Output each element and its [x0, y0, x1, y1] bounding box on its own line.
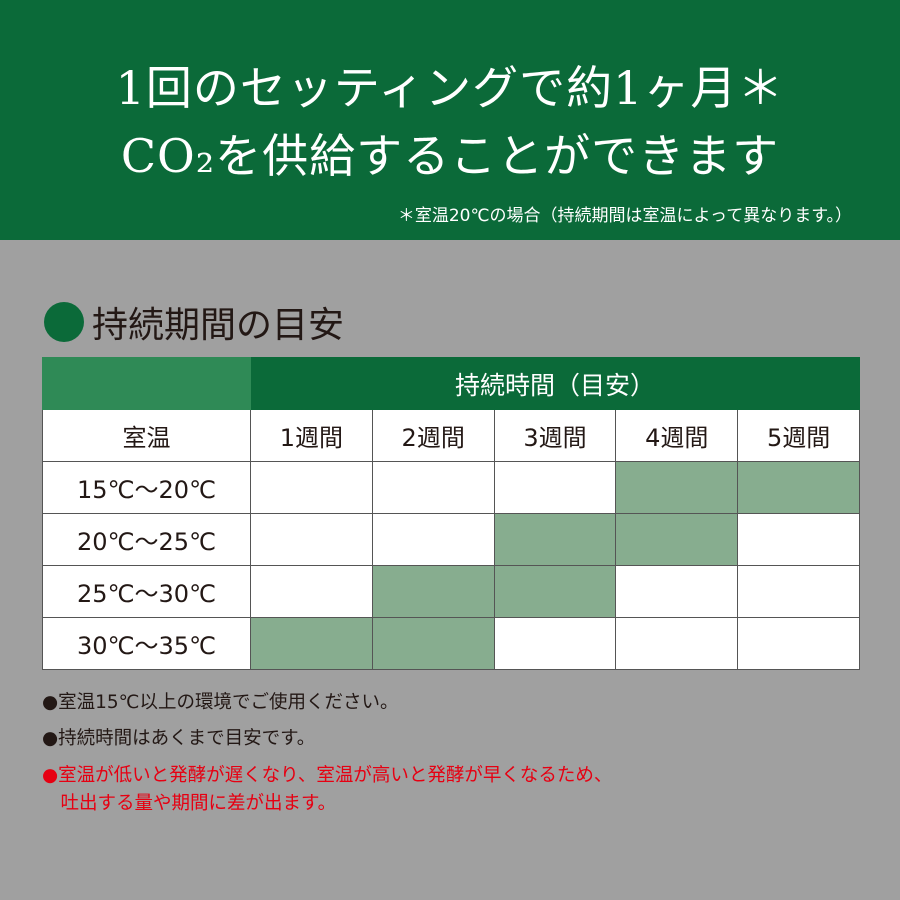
duration-cell-empty [493, 461, 617, 514]
duration-cell-filled [371, 565, 495, 618]
row-label: 15℃〜20℃ [42, 461, 251, 514]
column-header: 2週間 [371, 409, 495, 462]
row-label: 25℃〜30℃ [42, 565, 251, 618]
bullet-circle-icon [44, 302, 84, 342]
duration-cell-filled [493, 513, 617, 566]
column-header: 3週間 [493, 409, 617, 462]
duration-cell-empty [250, 461, 373, 514]
headline-line-2: CO₂を供給することができます [120, 129, 780, 183]
table-corner-cell [42, 357, 251, 410]
row-label: 30℃〜35℃ [42, 617, 251, 670]
headline-line-1: 1回のセッティングで約1ヶ月＊ [115, 61, 785, 115]
table-row: 25℃〜30℃ [42, 565, 860, 618]
duration-cell-empty [371, 461, 495, 514]
duration-cell-empty [493, 617, 617, 670]
duration-cell-empty [737, 617, 860, 670]
row-label: 20℃〜25℃ [42, 513, 251, 566]
duration-cell-filled [493, 565, 617, 618]
table-column-header-row: 室温 1週間 2週間 3週間 4週間 5週間 [42, 409, 860, 462]
note-item: 吐出する量や期間に差が出ます。 [42, 793, 337, 814]
group-header: 持続時間（目安） [250, 357, 860, 410]
section-heading: 持続期間の目安 [44, 296, 344, 348]
duration-cell-filled [250, 617, 373, 670]
note-item: ●室温が低いと発酵が遅くなり、室温が高いと発酵が早くなるため、 [42, 765, 613, 786]
header-banner: 1回のセッティングで約1ヶ月＊ CO₂を供給することができます ＊室温20℃の場… [0, 0, 900, 240]
duration-cell-filled [615, 461, 739, 514]
table-row: 20℃〜25℃ [42, 513, 860, 566]
header-footnote: ＊室温20℃の場合（持続期間は室温によって異なります。） [397, 206, 852, 226]
section-title: 持続期間の目安 [92, 305, 345, 346]
duration-cell-empty [737, 513, 860, 566]
duration-cell-empty [615, 617, 739, 670]
table-group-header-row: 持続時間（目安） [42, 357, 860, 410]
duration-cell-filled [371, 617, 495, 670]
table-row: 30℃〜35℃ [42, 617, 860, 670]
column-header: 1週間 [250, 409, 373, 462]
duration-cell-empty [250, 565, 373, 618]
duration-cell-empty [371, 513, 495, 566]
duration-cell-empty [250, 513, 373, 566]
duration-cell-filled [615, 513, 739, 566]
note-item: ●持続時間はあくまで目安です。 [42, 728, 316, 749]
duration-cell-filled [737, 461, 860, 514]
table-row: 15℃〜20℃ [42, 461, 860, 514]
duration-cell-empty [737, 565, 860, 618]
column-header: 4週間 [615, 409, 739, 462]
duration-table: 持続時間（目安） 室温 1週間 2週間 3週間 4週間 5週間 15℃〜20℃ 20℃〜2… [42, 357, 860, 670]
duration-cell-empty [615, 565, 739, 618]
column-header: 5週間 [737, 409, 860, 462]
row-header-label: 室温 [42, 409, 251, 462]
note-item: ●室温15℃以上の環境でご使用ください。 [42, 692, 399, 713]
